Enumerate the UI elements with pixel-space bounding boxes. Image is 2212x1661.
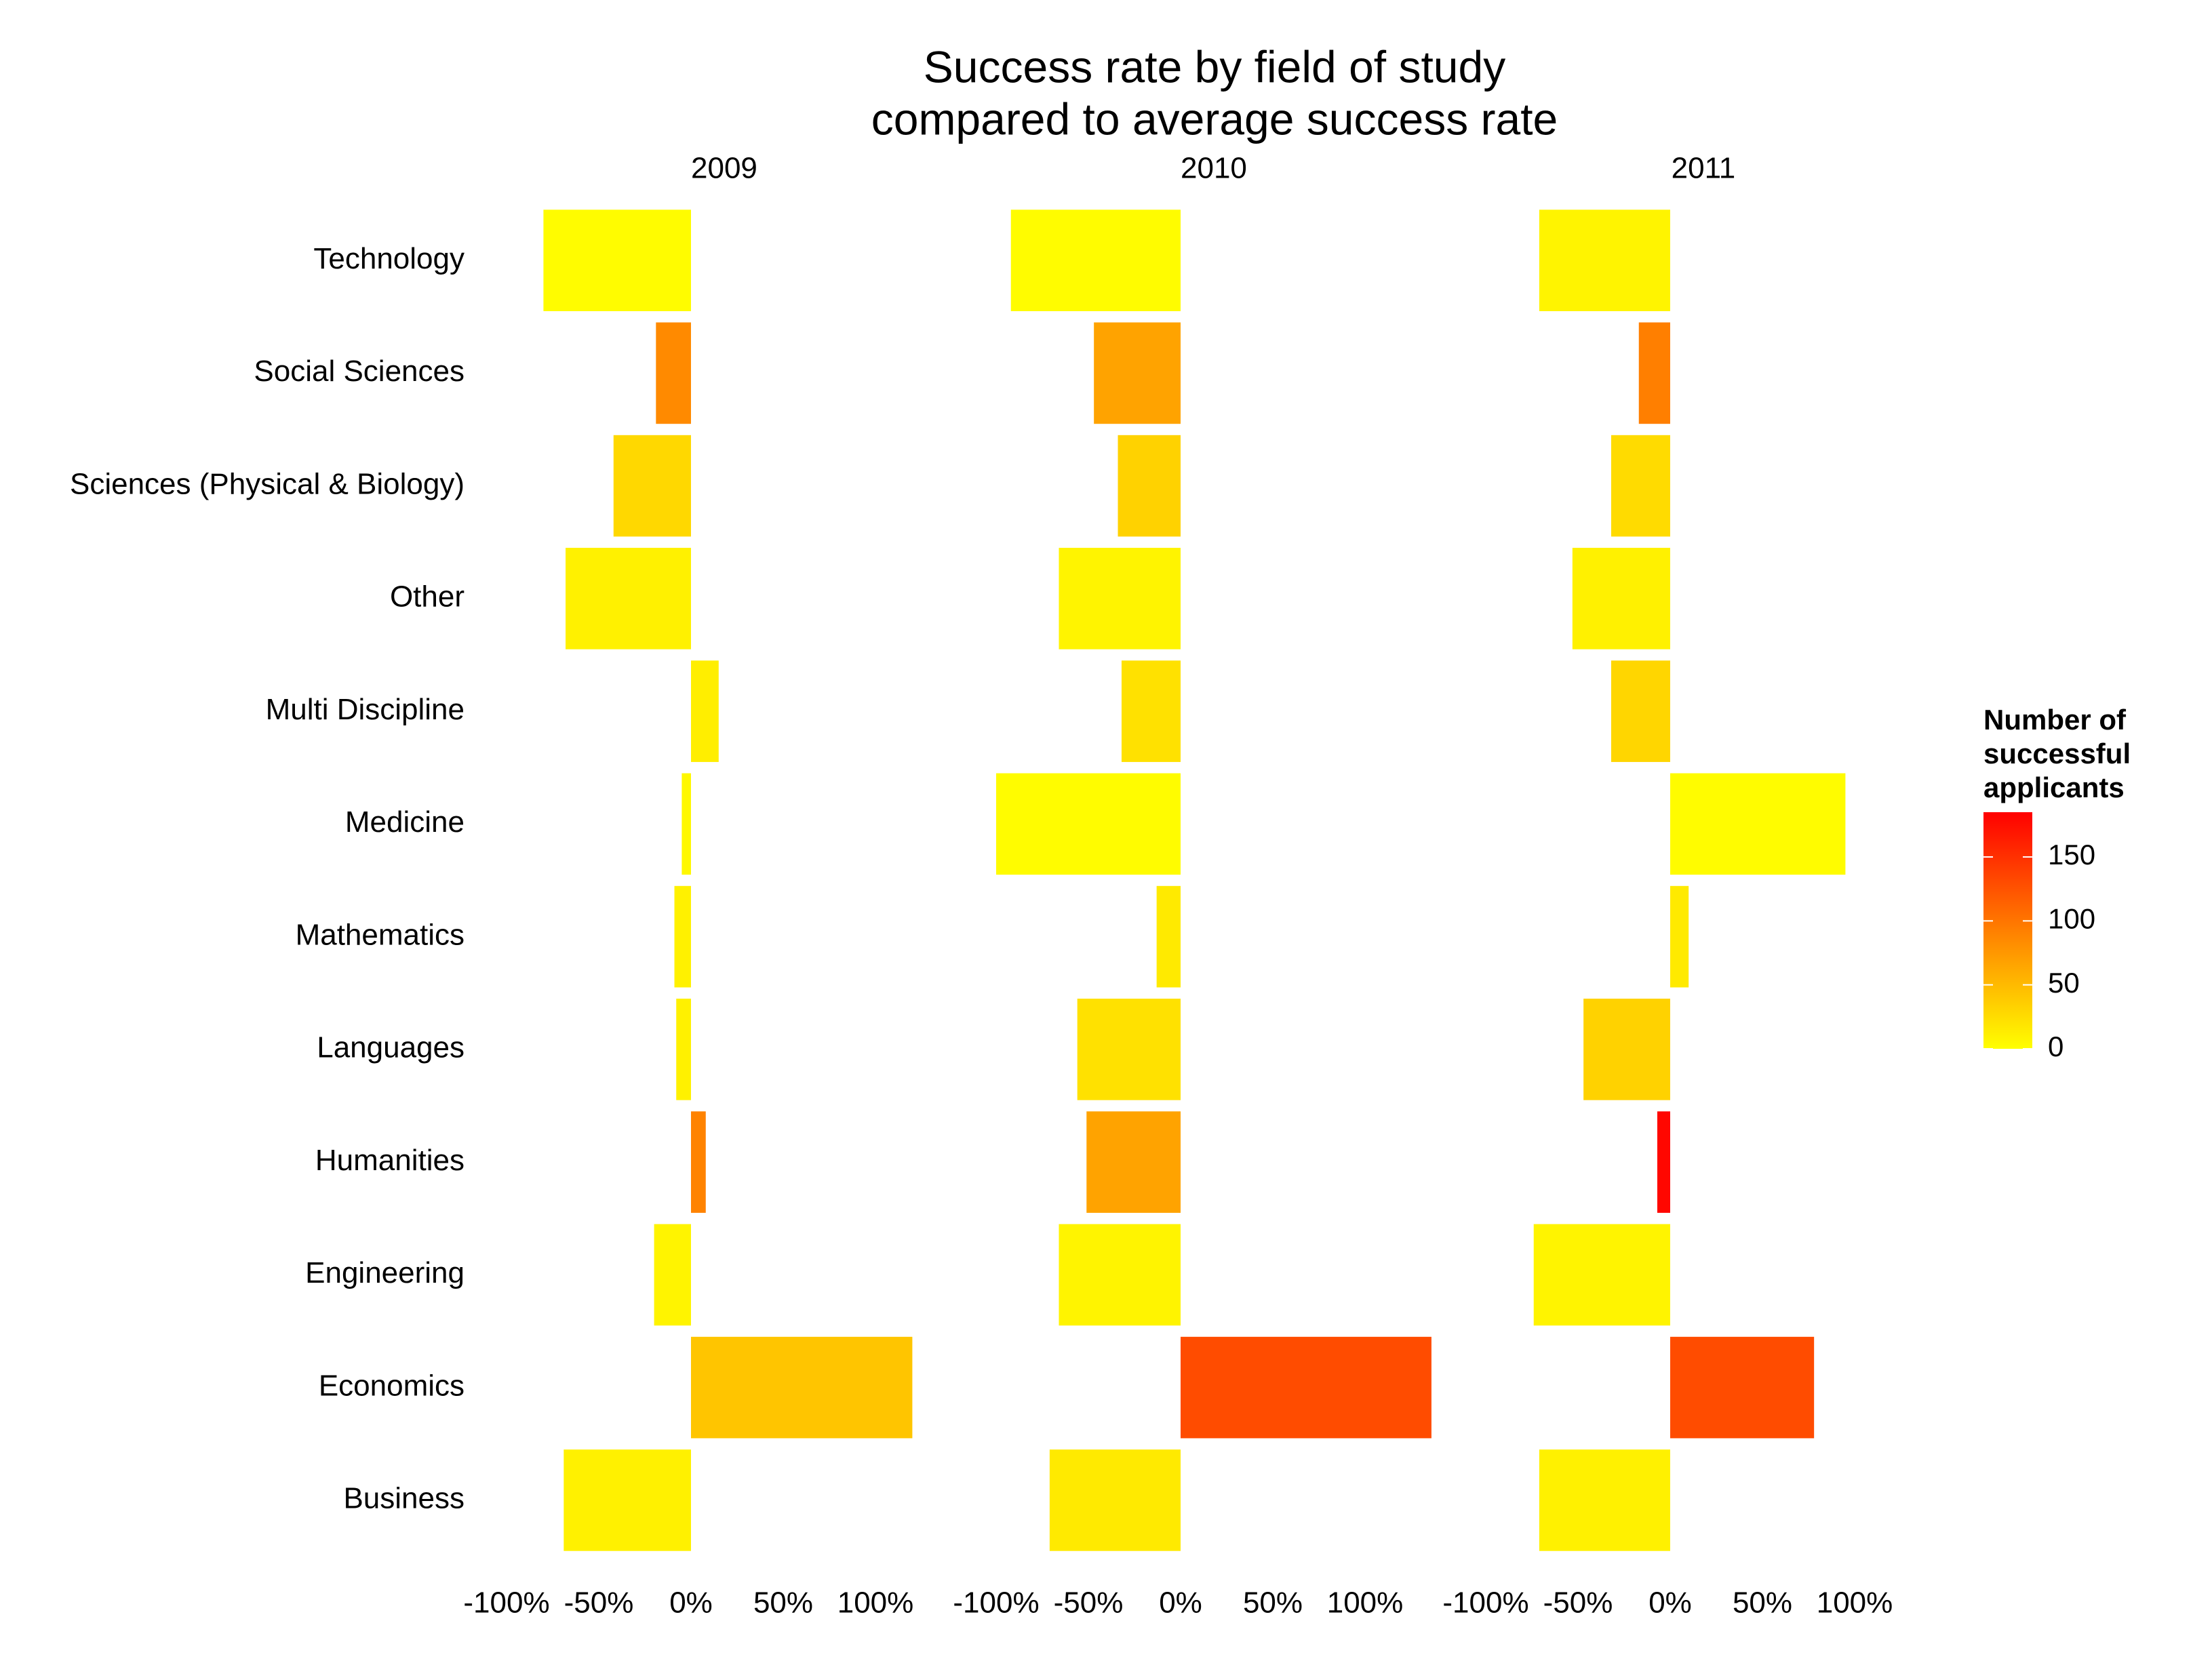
x-tick-label: -100% <box>953 1586 1039 1620</box>
legend-title: Number of <box>1983 704 2127 736</box>
bar <box>1049 1449 1181 1551</box>
x-tick-label: 100% <box>837 1586 914 1620</box>
bar <box>676 999 691 1100</box>
y-tick-label: Sciences (Physical & Biology) <box>70 467 465 500</box>
bar <box>1059 1224 1181 1326</box>
x-tick-label: 50% <box>1733 1586 1792 1620</box>
x-tick-label: 0% <box>669 1586 713 1620</box>
facet-label: 2011 <box>1672 152 1736 185</box>
y-tick-label: Other <box>390 580 465 614</box>
x-tick-label: -100% <box>463 1586 549 1620</box>
x-tick-label: 0% <box>1159 1586 1202 1620</box>
colorbar-tick-label: 150 <box>2048 839 2095 870</box>
bar <box>613 435 691 537</box>
bar <box>1059 548 1181 649</box>
x-tick-label: 100% <box>1817 1586 1893 1620</box>
legend-title: applicants <box>1983 772 2125 803</box>
bar <box>566 548 691 649</box>
x-tick-label: 0% <box>1648 1586 1692 1620</box>
bar <box>543 209 691 311</box>
colorbar-tick-label: 50 <box>2048 967 2080 999</box>
x-tick-label: -100% <box>1442 1586 1528 1620</box>
x-tick-label: -50% <box>1054 1586 1124 1620</box>
x-tick-label: -50% <box>1543 1586 1613 1620</box>
bar <box>1583 999 1670 1100</box>
facet-label: 2009 <box>691 152 757 185</box>
bar <box>1670 773 1846 875</box>
bar <box>1010 209 1181 311</box>
bar <box>1670 1336 1815 1439</box>
bar <box>1657 1111 1670 1213</box>
x-tick-label: 100% <box>1327 1586 1404 1620</box>
bar <box>1572 548 1670 649</box>
y-tick-label: Business <box>343 1482 465 1515</box>
x-tick-label: 50% <box>1243 1586 1303 1620</box>
bar <box>682 773 691 875</box>
bar <box>1539 1449 1670 1551</box>
y-tick-label: Languages <box>317 1031 465 1064</box>
y-tick-label: Medicine <box>345 805 465 839</box>
bar <box>1611 660 1670 762</box>
bar <box>996 773 1181 875</box>
colorbar-tick-label: 0 <box>2048 1030 2063 1062</box>
bar <box>656 322 691 424</box>
bar <box>674 885 691 988</box>
bar <box>691 660 719 762</box>
bar <box>1077 999 1181 1100</box>
chart-title: Success rate by field of study <box>924 41 1505 92</box>
y-tick-label: Economics <box>319 1369 465 1402</box>
y-tick-label: Engineering <box>305 1256 465 1289</box>
x-tick-label: 50% <box>753 1586 813 1620</box>
colorbar <box>1983 812 2032 1049</box>
bar <box>1539 209 1670 311</box>
bar <box>1533 1224 1670 1326</box>
bar <box>1156 885 1181 988</box>
bar <box>1670 885 1689 988</box>
y-tick-label: Technology <box>313 242 465 275</box>
y-tick-label: Humanities <box>315 1144 465 1177</box>
bar <box>564 1449 691 1551</box>
facet-label: 2010 <box>1181 152 1247 185</box>
bar <box>691 1111 706 1213</box>
bar <box>654 1224 691 1326</box>
colorbar-tick-label: 100 <box>2048 902 2095 934</box>
bar <box>1094 322 1181 424</box>
bar <box>1638 322 1670 424</box>
y-tick-label: Social Sciences <box>254 355 465 388</box>
y-tick-label: Multi Discipline <box>266 693 465 726</box>
bar <box>1611 435 1670 537</box>
legend-title: successful <box>1983 738 2131 769</box>
chart-title: compared to average success rate <box>871 94 1558 144</box>
bar <box>1118 435 1181 537</box>
bar <box>1121 660 1181 762</box>
bar <box>691 1336 913 1439</box>
bar <box>1086 1111 1181 1213</box>
x-tick-label: -50% <box>564 1586 634 1620</box>
y-tick-label: Mathematics <box>296 918 465 951</box>
bar <box>1181 1336 1431 1439</box>
